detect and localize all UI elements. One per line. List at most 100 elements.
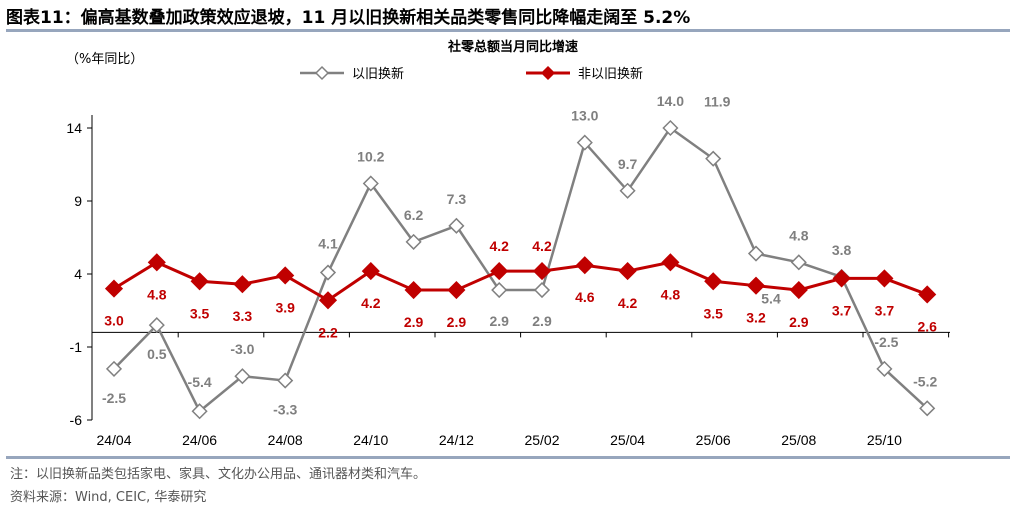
data-point-non-trade-in	[532, 262, 552, 281]
data-label-trade-in: 2.9	[489, 313, 509, 329]
data-point-non-trade-in	[875, 269, 894, 288]
legend-label: 以旧换新	[352, 66, 404, 82]
data-point-trade-in	[705, 150, 722, 167]
data-label-trade-in: 6.2	[404, 207, 424, 223]
data-label-non-trade-in: 2.9	[447, 314, 467, 330]
data-label-non-trade-in: 4.8	[661, 286, 681, 302]
data-label-non-trade-in: 2.6	[917, 318, 937, 334]
x-tick-label: 24/08	[268, 432, 303, 448]
data-point-non-trade-in	[661, 253, 680, 272]
data-label-non-trade-in: 2.9	[789, 314, 809, 330]
data-label-trade-in: 2.9	[532, 313, 552, 329]
data-label-trade-in: 11.9	[704, 94, 731, 110]
data-label-non-trade-in: 3.3	[233, 308, 253, 324]
data-label-non-trade-in: 2.2	[318, 324, 338, 340]
data-point-non-trade-in	[276, 266, 295, 285]
data-label-non-trade-in: 2.9	[404, 314, 424, 330]
data-label-non-trade-in: 4.8	[147, 286, 167, 302]
data-point-non-trade-in	[575, 256, 594, 275]
data-point-trade-in	[277, 372, 294, 389]
data-label-trade-in: 7.3	[447, 191, 467, 207]
data-point-non-trade-in	[404, 280, 423, 300]
y-tick-label: -6	[70, 412, 83, 428]
data-label-non-trade-in: 3.5	[190, 305, 210, 321]
data-point-non-trade-in	[789, 280, 808, 300]
data-label-trade-in: 10.2	[357, 148, 384, 164]
data-point-trade-in	[790, 254, 807, 271]
y-tick-label: 9	[74, 193, 82, 209]
footer-divider	[6, 456, 1010, 459]
data-point-non-trade-in	[918, 285, 937, 304]
data-label-trade-in: -5.4	[188, 374, 212, 390]
y-axis-unit-label: （%年同比）	[66, 52, 143, 67]
data-label-trade-in: 3.8	[832, 242, 852, 258]
data-label-trade-in: -2.5	[874, 334, 898, 350]
data-point-non-trade-in	[447, 280, 466, 300]
data-point-trade-in	[576, 134, 593, 151]
data-point-trade-in	[533, 281, 551, 299]
legend-marker-trade-in	[314, 65, 330, 81]
data-point-non-trade-in	[147, 253, 166, 272]
data-label-non-trade-in: 3.0	[104, 313, 124, 329]
x-tick-label: 24/04	[96, 432, 131, 448]
x-tick-label: 24/12	[439, 432, 474, 448]
data-point-non-trade-in	[233, 275, 252, 294]
data-label-trade-in: 0.5	[147, 346, 167, 362]
line-chart: 社零总额当月同比增速 （%年同比） 以旧换新 非以旧换新 14 9 4 -1 -6 24/04 24…	[66, 39, 950, 448]
data-point-non-trade-in	[746, 276, 766, 295]
header-divider	[6, 29, 1010, 32]
data-label-non-trade-in: 4.2	[361, 295, 381, 311]
x-tick-label: 25/04	[610, 432, 645, 448]
figure-title: 图表11：偏高基数叠加政策效应退坡，11 月以旧换新相关品类零售同比降幅走阔至 …	[6, 8, 691, 28]
x-tick-label: 25/08	[781, 432, 816, 448]
data-point-non-trade-in	[490, 262, 509, 281]
data-label-non-trade-in: 3.7	[832, 302, 852, 318]
data-point-trade-in	[405, 233, 422, 250]
legend-marker-non-trade-in	[540, 65, 556, 81]
data-label-non-trade-in: 3.2	[746, 310, 766, 326]
data-point-trade-in	[191, 403, 208, 420]
data-label-non-trade-in: 4.2	[532, 238, 552, 254]
x-tick-label: 24/10	[353, 432, 388, 448]
data-point-trade-in	[105, 360, 123, 377]
data-point-trade-in	[448, 217, 465, 234]
data-point-trade-in	[148, 317, 165, 334]
data-label-trade-in: 5.4	[761, 291, 781, 307]
data-point-trade-in	[362, 175, 379, 192]
data-label-non-trade-in: 3.5	[703, 305, 723, 321]
data-label-trade-in: -2.5	[102, 390, 126, 406]
data-point-non-trade-in	[704, 272, 723, 291]
data-label-non-trade-in: 4.2	[618, 295, 638, 311]
data-label-non-trade-in: 4.2	[489, 238, 509, 254]
data-point-non-trade-in	[361, 262, 380, 281]
x-tick-label: 25/10	[867, 432, 902, 448]
data-label-trade-in: -5.2	[913, 373, 937, 389]
data-point-trade-in	[319, 264, 337, 281]
x-tick-label: 25/02	[524, 432, 559, 448]
data-point-non-trade-in	[190, 272, 209, 291]
data-label-trade-in: -3.3	[273, 402, 297, 418]
data-point-trade-in	[876, 360, 893, 377]
data-point-non-trade-in	[832, 269, 851, 288]
y-tick-label: 14	[66, 120, 82, 136]
data-label-trade-in: 13.0	[571, 108, 598, 124]
source-note: 资料来源：Wind, CEIC, 华泰研究	[10, 490, 207, 505]
y-tick-label: 4	[74, 266, 82, 282]
data-label-trade-in: 4.1	[318, 236, 338, 252]
data-label-non-trade-in: 3.7	[875, 302, 895, 318]
data-point-trade-in	[919, 400, 936, 417]
data-point-non-trade-in	[318, 291, 338, 310]
chart-title: 社零总额当月同比增速	[447, 39, 578, 55]
y-tick-label: -1	[70, 339, 83, 355]
data-point-non-trade-in	[104, 279, 124, 298]
data-point-trade-in	[662, 119, 679, 137]
data-label-non-trade-in: 3.9	[275, 299, 295, 315]
data-label-trade-in: 4.8	[789, 227, 809, 243]
legend-label: 非以旧换新	[578, 66, 643, 82]
series-line-non-trade-in	[113, 260, 928, 303]
data-label-trade-in: 9.7	[618, 156, 638, 172]
data-point-non-trade-in	[618, 262, 637, 281]
x-tick-label: 25/06	[696, 432, 731, 448]
data-point-trade-in	[234, 368, 251, 385]
x-tick-label: 24/06	[182, 432, 217, 448]
